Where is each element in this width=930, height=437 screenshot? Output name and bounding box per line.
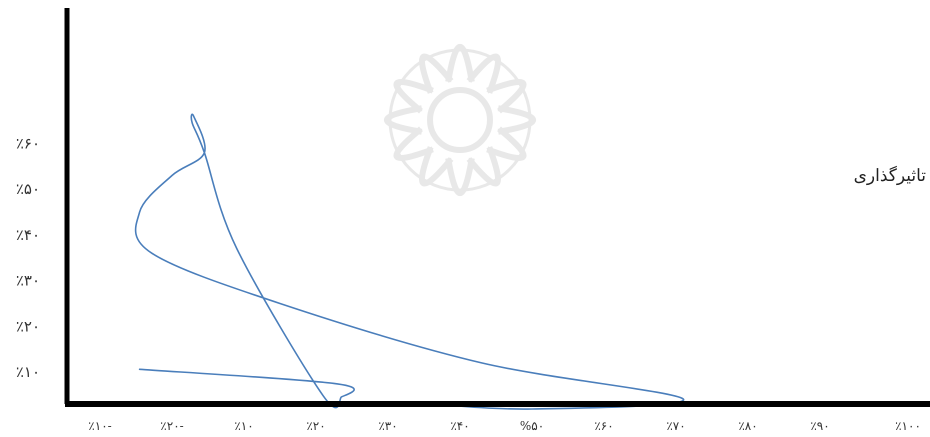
watermark-petal [445, 44, 475, 83]
watermark-petal [486, 78, 527, 114]
watermark-ring [388, 48, 532, 192]
watermark-petal [393, 78, 434, 114]
x-tick-label: ٪۲۰ [306, 419, 325, 433]
x-tick-labels: ٪۱۰- ٪۲۰- ٪۱۰ ٪۲۰ ٪۳۰ ٪۴۰ %۵۰ ٪۶۰ ٪۷۰ ٪۸۰ ٪۹۰ ٪۱۰۰ [88, 419, 921, 433]
watermark-petal [466, 53, 502, 94]
x-tick-label: ٪۱۰۰ [895, 419, 921, 433]
x-tick-label: ٪۱۰ [234, 419, 253, 433]
watermark-petal [393, 126, 434, 162]
curve-layer [134, 113, 685, 410]
y-tick-label: ٪۲۰ [16, 317, 40, 335]
watermark-petal [466, 146, 502, 187]
y-tick-labels: ٪۶۰ ٪۵۰ ٪۴۰ ٪۳۰ ٪۲۰ ٪۱۰ [16, 135, 40, 381]
y-tick-label: ٪۳۰ [16, 272, 40, 290]
x-tick-label: ٪۷۰ [666, 419, 685, 433]
x-tick-label: ٪۳۰ [378, 419, 397, 433]
x-tick-label: ٪۹۰ [810, 419, 829, 433]
watermark-petal [418, 146, 454, 187]
x-tick-label: ٪۶۰ [594, 419, 613, 433]
watermark-petal [486, 126, 527, 162]
y-tick-label: ٪۱۰ [16, 363, 40, 381]
x-tick-label: ٪۸۰ [738, 419, 757, 433]
watermark-center [427, 87, 493, 153]
watermark-petal [445, 157, 475, 196]
watermark-logo [384, 44, 536, 196]
y-tick-label: ٪۴۰ [16, 226, 40, 244]
x-tick-label: ٪۴۰ [450, 419, 469, 433]
x-tick-label: ٪۱۰- [88, 419, 111, 433]
y-tick-label: ٪۵۰ [16, 180, 40, 198]
watermark-petal [497, 105, 536, 135]
x-tick-label: ٪۲۰- [160, 419, 183, 433]
series-label: تاثیرگذاری [854, 165, 927, 186]
watermark-petal [384, 105, 423, 135]
watermark-petal [418, 53, 454, 94]
series-line [134, 113, 685, 410]
y-tick-label: ٪۶۰ [16, 135, 40, 153]
x-tick-label: %۵۰ [520, 419, 544, 433]
